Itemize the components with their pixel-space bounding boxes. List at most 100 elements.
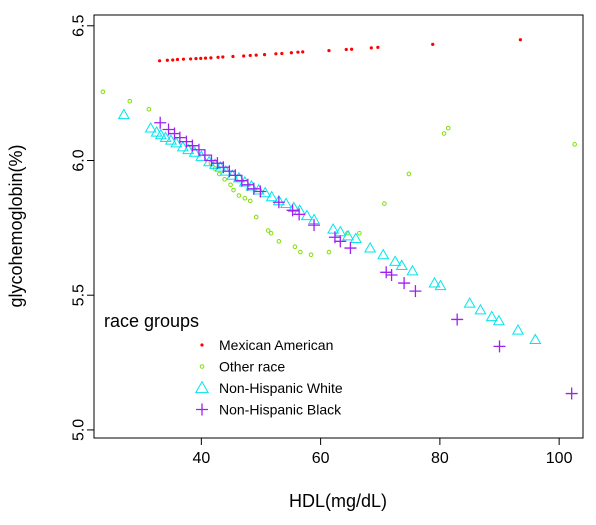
data-point: [176, 140, 189, 152]
data-point: [205, 154, 218, 167]
data-point: [165, 58, 169, 62]
x-tick-label: 40: [192, 450, 210, 467]
data-point: [231, 187, 236, 193]
legend: race groups Mexican American Other race No…: [104, 311, 343, 418]
data-point: [181, 57, 186, 61]
data-point: [194, 57, 198, 61]
x-tick-label: 60: [312, 450, 330, 467]
legend-label: Non-Hispanic White: [219, 380, 343, 396]
data-point: [248, 53, 252, 58]
legend-key: [200, 343, 204, 347]
data-point: [221, 55, 225, 59]
data-point: [286, 204, 299, 217]
y-tick-label: 5.0: [71, 419, 88, 441]
data-point: [242, 54, 246, 58]
data-point: [159, 131, 172, 142]
data-point: [146, 106, 152, 112]
data-point: [259, 186, 272, 198]
data-point: [242, 195, 248, 201]
data-point: [154, 128, 167, 140]
y-tick-label: 6.0: [71, 149, 88, 171]
data-point: [287, 201, 300, 213]
data-point: [341, 229, 355, 241]
data-point: [195, 150, 208, 161]
data-point: [268, 230, 274, 236]
data-point: [247, 198, 253, 204]
data-point: [265, 228, 271, 233]
data-point: [334, 235, 347, 248]
data-point: [127, 98, 133, 104]
data-point: [406, 171, 412, 177]
data-point: [441, 131, 447, 136]
data-point: [276, 239, 282, 244]
data-point: [492, 314, 505, 326]
data-point: [154, 116, 167, 129]
data-point: [344, 47, 348, 52]
data-point: [231, 54, 235, 59]
data-point: [382, 201, 387, 206]
data-point: [279, 197, 293, 208]
y-tick-label: 5.5: [71, 284, 88, 306]
data-point: [144, 121, 157, 133]
data-point: [188, 146, 201, 157]
series-2: [117, 108, 542, 345]
legend-key: [194, 380, 210, 394]
data-point: [376, 45, 380, 49]
data-point: [253, 214, 259, 220]
data-point: [236, 193, 242, 198]
data-point: [344, 242, 357, 255]
data-point: [326, 249, 332, 255]
legend-key: [196, 403, 208, 416]
data-point: [175, 57, 180, 62]
data-point: [170, 136, 183, 148]
data-point: [254, 185, 267, 198]
data-point: [182, 143, 195, 155]
data-point: [289, 51, 293, 55]
data-point: [254, 53, 258, 57]
y-axis: 5.0 5.5 6.0 6.5: [71, 15, 95, 441]
data-point: [280, 51, 284, 56]
data-point: [406, 264, 419, 276]
data-point: [292, 244, 298, 250]
data-point: [199, 56, 203, 60]
data-point: [247, 182, 260, 195]
data-point: [173, 131, 186, 144]
data-point: [186, 139, 199, 152]
data-point: [398, 277, 411, 290]
data-point: [222, 177, 227, 182]
data-point: [434, 279, 447, 291]
data-point: [272, 196, 285, 209]
data-point: [301, 50, 305, 54]
data-point: [380, 266, 393, 279]
series-3: [154, 116, 578, 400]
data-point: [203, 56, 208, 60]
data-point: [529, 333, 542, 345]
data-point: [369, 46, 373, 50]
data-point: [389, 255, 402, 266]
y-tick-label: 6.5: [71, 15, 88, 37]
data-point: [229, 169, 242, 182]
legend-label: Non-Hispanic Black: [219, 402, 342, 418]
data-point: [451, 313, 464, 326]
data-point: [428, 276, 441, 288]
x-axis: 40 60 80 100: [192, 437, 573, 467]
data-point: [274, 52, 278, 56]
data-point: [252, 183, 265, 195]
data-point: [100, 89, 106, 95]
data-point: [511, 324, 525, 335]
data-point: [445, 125, 451, 131]
data-point: [493, 340, 506, 353]
data-point: [189, 57, 193, 61]
data-point: [327, 48, 331, 53]
data-point: [463, 297, 476, 308]
data-point: [518, 38, 522, 42]
data-point: [385, 268, 398, 281]
data-point: [327, 222, 340, 234]
x-axis-label: HDL(mg/dL): [289, 491, 387, 511]
series-0: [157, 38, 522, 63]
data-point: [216, 55, 220, 59]
data-point: [198, 149, 211, 162]
data-point: [409, 285, 422, 298]
